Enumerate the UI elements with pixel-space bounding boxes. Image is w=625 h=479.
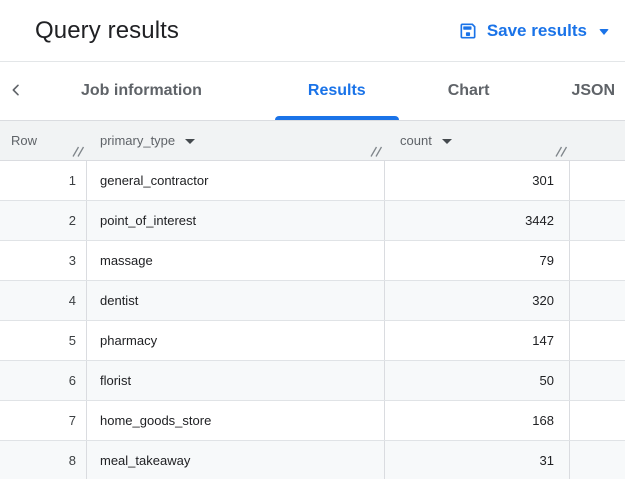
table-row: 8 meal_takeaway 31	[0, 441, 625, 479]
primary-type-cell: massage	[87, 241, 385, 280]
chevron-left-icon	[8, 82, 24, 101]
primary-type-cell: dentist	[87, 281, 385, 320]
count-cell: 50	[385, 361, 570, 400]
row-number-cell: 6	[0, 361, 87, 400]
column-resize-handle[interactable]	[554, 146, 568, 157]
column-label: count	[400, 133, 432, 148]
filler-cell	[570, 281, 625, 320]
column-header-count[interactable]: count	[385, 121, 570, 160]
primary-type-cell: general_contractor	[87, 161, 385, 200]
save-icon	[458, 21, 478, 41]
column-header-primary-type[interactable]: primary_type	[87, 121, 385, 160]
filler-cell	[570, 401, 625, 440]
tab-bar: Job information Results Chart JSON	[0, 62, 625, 121]
column-resize-handle[interactable]	[71, 146, 85, 157]
tab-job-information[interactable]: Job information	[81, 82, 202, 99]
primary-type-cell: home_goods_store	[87, 401, 385, 440]
row-number-cell: 3	[0, 241, 87, 280]
filler-cell	[570, 161, 625, 200]
column-header-filler	[570, 121, 625, 160]
filler-cell	[570, 241, 625, 280]
row-number-cell: 8	[0, 441, 87, 479]
save-dropdown-caret-icon	[599, 28, 609, 35]
primary-type-cell: florist	[87, 361, 385, 400]
column-label: primary_type	[100, 133, 176, 148]
results-header: Query results Save results	[0, 0, 625, 62]
filler-cell	[570, 201, 625, 240]
row-number-cell: 2	[0, 201, 87, 240]
primary-type-cell: pharmacy	[87, 321, 385, 360]
table-row: 7 home_goods_store 168	[0, 401, 625, 441]
row-number-cell: 5	[0, 321, 87, 360]
sort-dropdown-icon[interactable]	[185, 139, 196, 144]
table-header-row: Row primary_type count	[0, 121, 625, 161]
filler-cell	[570, 361, 625, 400]
table-row: 5 pharmacy 147	[0, 321, 625, 361]
row-number-cell: 1	[0, 161, 87, 200]
primary-type-cell: meal_takeaway	[87, 441, 385, 479]
sort-dropdown-icon[interactable]	[441, 139, 452, 144]
table-row: 6 florist 50	[0, 361, 625, 401]
row-number-cell: 4	[0, 281, 87, 320]
primary-type-cell: point_of_interest	[87, 201, 385, 240]
count-cell: 3442	[385, 201, 570, 240]
tab-results[interactable]: Results	[274, 62, 399, 120]
count-cell: 79	[385, 241, 570, 280]
filler-cell	[570, 321, 625, 360]
table-row: 2 point_of_interest 3442	[0, 201, 625, 241]
table-body: 1 general_contractor 301 2 point_of_inte…	[0, 161, 625, 479]
column-header-row: Row	[0, 121, 87, 160]
table-row: 3 massage 79	[0, 241, 625, 281]
column-resize-handle[interactable]	[369, 146, 383, 157]
save-results-button[interactable]: Save results	[456, 17, 611, 45]
count-cell: 147	[385, 321, 570, 360]
count-cell: 31	[385, 441, 570, 479]
table-row: 1 general_contractor 301	[0, 161, 625, 201]
tab-json[interactable]: JSON	[571, 82, 616, 99]
tab-chart[interactable]: Chart	[447, 82, 490, 99]
page-title: Query results	[35, 16, 180, 44]
count-cell: 301	[385, 161, 570, 200]
save-results-label: Save results	[486, 20, 587, 40]
count-cell: 320	[385, 281, 570, 320]
column-label: Row	[11, 133, 38, 148]
row-number-cell: 7	[0, 401, 87, 440]
table-row: 4 dentist 320	[0, 281, 625, 321]
filler-cell	[570, 441, 625, 479]
results-table: Row primary_type count	[0, 121, 625, 479]
count-cell: 168	[385, 401, 570, 440]
tab-scroll-left-button[interactable]	[8, 62, 24, 120]
